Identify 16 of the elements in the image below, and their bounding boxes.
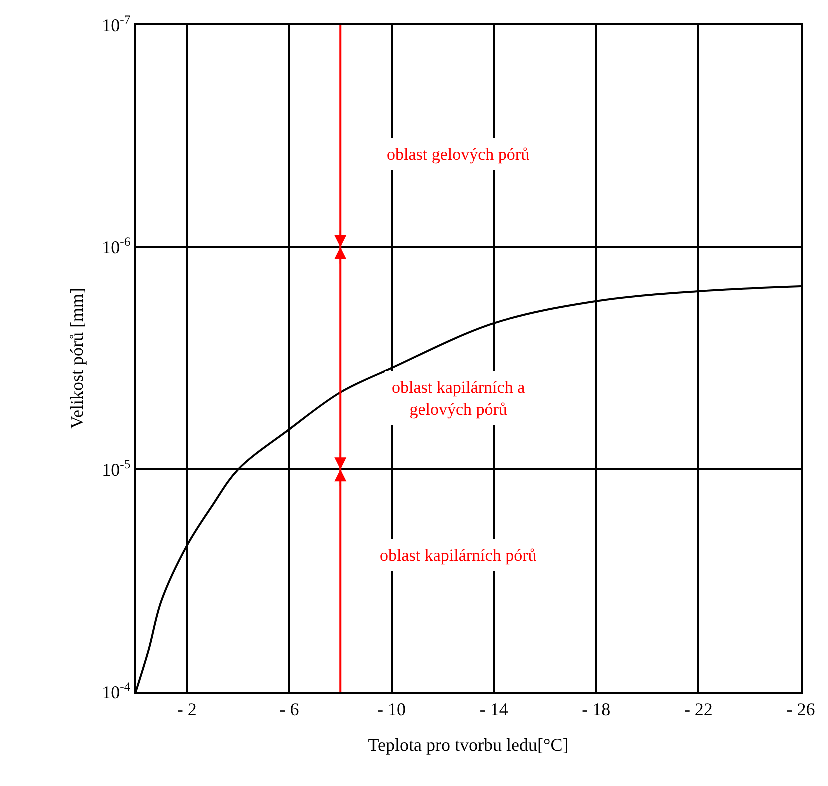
x-axis-title: Teplota pro tvorbu ledu[°C] [368, 734, 569, 755]
x-tick-label: - 6 [280, 699, 300, 720]
annotation: oblast gelových pórů [387, 145, 530, 164]
x-tick-label: - 22 [684, 699, 713, 720]
y-axis-title: Velikost pórů [mm] [66, 288, 87, 429]
y-tick-label: 10$^{-5}$ [102, 457, 131, 480]
x-tick-label: - 18 [582, 699, 611, 720]
x-tick-label: - 2 [177, 699, 197, 720]
annotation: oblast kapilárních a gelových pórů [392, 378, 526, 420]
y-tick-label: 10$^{-7}$ [102, 12, 131, 36]
y-tick-label: 10$^{-6}$ [102, 235, 131, 258]
x-tick-label: - 10 [378, 699, 406, 720]
x-tick-label: - 26 [786, 699, 816, 720]
x-tick-label: - 14 [480, 699, 508, 720]
annotation: oblast kapilárních pórů [380, 546, 538, 565]
y-tick-label: 10$^{-4}$ [102, 680, 132, 702]
